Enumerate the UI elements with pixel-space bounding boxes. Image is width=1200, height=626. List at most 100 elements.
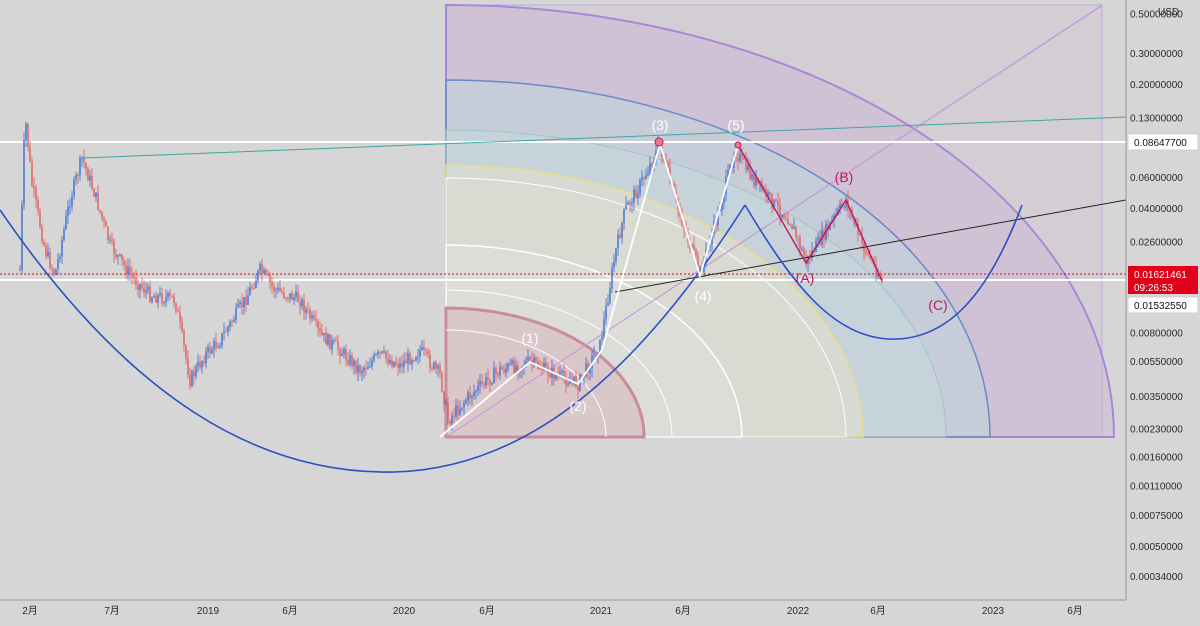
candle-body <box>773 199 775 209</box>
price-tick-label: 0.04000000 <box>1130 204 1183 215</box>
candle-body <box>225 331 227 333</box>
candle-body <box>511 360 513 364</box>
candle-body <box>313 315 315 319</box>
candle-body <box>305 309 307 313</box>
candle-body <box>121 254 123 261</box>
time-tick-label: 2月 <box>22 605 38 617</box>
candle-body <box>167 292 169 298</box>
candle-body <box>563 370 565 379</box>
candle-body <box>241 302 243 308</box>
candle-body <box>473 391 475 397</box>
wave-1-label: (1) <box>521 330 538 346</box>
candle-body <box>259 263 261 271</box>
candle-body <box>593 354 595 356</box>
candle-body <box>299 302 301 307</box>
candle-body <box>639 180 641 194</box>
candle-body <box>111 239 113 242</box>
candle-body <box>331 340 333 350</box>
candle-body <box>711 234 713 245</box>
candle-body <box>149 286 151 302</box>
candle-body <box>377 351 379 355</box>
candle-body <box>619 234 621 239</box>
candle-body <box>105 221 107 227</box>
price-axis[interactable]: 0.50000000 0.30000000 0.20000000 0.13000000… <box>1130 10 1183 583</box>
candle-body <box>47 251 49 257</box>
candle-body <box>427 350 429 355</box>
candle-body <box>401 362 403 368</box>
candle-body <box>19 269 21 271</box>
candle-body <box>779 204 781 217</box>
candle-body <box>193 370 195 377</box>
price-tick-label: 0.20000000 <box>1130 80 1183 91</box>
candle-body <box>649 163 651 173</box>
candle-body <box>447 402 449 422</box>
candle-body <box>531 359 533 364</box>
candle-body <box>755 177 757 186</box>
plot-area: (1) (2) (3) (4) (5) (A) (B) (C) <box>0 3 1126 473</box>
candle-body <box>371 360 373 367</box>
price-tick-label: 0.00160000 <box>1130 452 1183 463</box>
wave-c-label: (C) <box>928 297 947 313</box>
candle-body <box>87 168 89 181</box>
wave-5-marker <box>734 141 742 149</box>
candle-body <box>875 264 877 277</box>
wave-3-marker <box>654 137 664 147</box>
last-price-tag: 0.01621461 09:26:53 <box>1128 266 1198 294</box>
candle-body <box>89 175 91 181</box>
candle-body <box>265 269 267 274</box>
candle-body <box>63 229 65 240</box>
candle-body <box>625 204 627 209</box>
candle-body <box>267 273 269 276</box>
candle-body <box>433 362 435 369</box>
candle-body <box>353 360 355 367</box>
candle-body <box>33 185 35 189</box>
candle-body <box>801 248 803 250</box>
candle-body <box>189 374 191 387</box>
candle-body <box>505 369 507 373</box>
candle-body <box>345 348 347 360</box>
candle-body <box>839 203 841 209</box>
candle-body <box>239 302 241 305</box>
candle-body <box>295 291 297 298</box>
candle-body <box>175 303 177 311</box>
candle-body <box>319 327 321 332</box>
candle-body <box>421 346 423 350</box>
candle-body <box>817 236 819 241</box>
candle-body <box>75 175 77 180</box>
price-tick-label: 0.00110000 <box>1130 481 1183 492</box>
candle-body <box>777 201 779 205</box>
candle-body <box>459 408 461 415</box>
candle-body <box>157 295 159 303</box>
candle-body <box>695 249 697 256</box>
candle-body <box>493 368 495 384</box>
candle-body <box>191 370 193 387</box>
candle-body <box>471 396 473 398</box>
time-axis[interactable]: 2月 7月 2019 6月 2020 6月 2021 6月 2022 6月 2023 6月 <box>22 605 1083 617</box>
candle-body <box>651 163 653 167</box>
candle-body <box>613 261 615 269</box>
candle-body <box>41 227 43 242</box>
candle-body <box>341 354 343 357</box>
candle-body <box>357 365 359 373</box>
candle-body <box>321 331 323 336</box>
candle-body <box>133 276 135 278</box>
candle-body <box>303 299 305 313</box>
wave-3-label: (3) <box>651 117 668 133</box>
candle-body <box>227 326 229 332</box>
candle-body <box>255 280 257 289</box>
candle-body <box>153 296 155 298</box>
candle-body <box>527 356 529 361</box>
candle-body <box>743 156 745 160</box>
candle-body <box>417 356 419 358</box>
candle-body <box>591 355 593 369</box>
candle-body <box>275 289 277 292</box>
candle-body <box>23 140 25 205</box>
fan-line-2 <box>445 5 1103 438</box>
level-tag-lower-text: 0.01532550 <box>1134 301 1187 312</box>
candle-body <box>99 209 101 212</box>
candle-body <box>633 189 635 203</box>
candle-body <box>747 164 749 170</box>
price-tick-label: 0.00800000 <box>1130 328 1183 339</box>
